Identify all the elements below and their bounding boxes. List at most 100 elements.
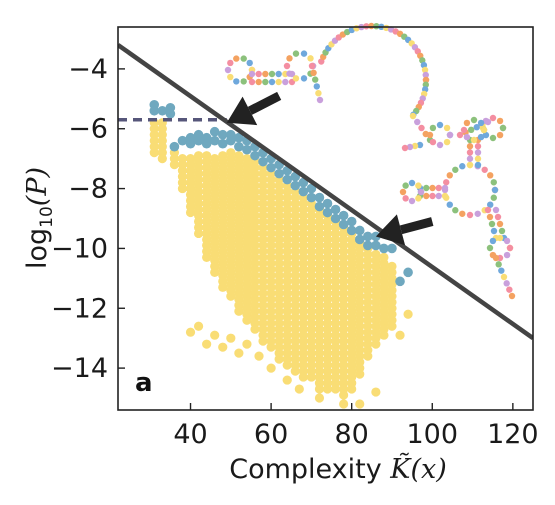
rna-right-bead bbox=[492, 206, 500, 214]
rna-right-bead bbox=[474, 210, 481, 217]
rna-top-bead bbox=[473, 124, 480, 131]
rna-top-bead bbox=[456, 131, 464, 139]
rna-top-bead bbox=[224, 66, 232, 74]
rna-top-bead bbox=[227, 73, 234, 81]
x-tick-label: 80 bbox=[335, 419, 369, 450]
rna-top-bead bbox=[401, 144, 409, 152]
max-point bbox=[322, 198, 333, 209]
max-point bbox=[290, 180, 301, 191]
rna-right-bead bbox=[487, 172, 494, 179]
max-point bbox=[363, 240, 373, 251]
rna-right-bead bbox=[441, 184, 449, 192]
max-point bbox=[371, 240, 381, 251]
bulk-point bbox=[282, 360, 292, 370]
arrow-shaft bbox=[247, 91, 282, 115]
y-axis-label-prefix: log bbox=[22, 228, 53, 269]
rna-right-bead bbox=[402, 182, 409, 189]
points-layer bbox=[149, 99, 413, 409]
bulk-point bbox=[314, 393, 325, 403]
max-point bbox=[177, 135, 188, 146]
bulk-point bbox=[306, 372, 316, 382]
max-point bbox=[169, 141, 180, 152]
rna-right-bead bbox=[496, 234, 504, 242]
y-axis-ticks: −4 −6 −8 −10 −12 −14 bbox=[51, 54, 125, 384]
bulk-point bbox=[185, 327, 196, 337]
rna-top-bead bbox=[268, 78, 276, 86]
bulk-point bbox=[234, 348, 244, 358]
rna-top-bead bbox=[312, 76, 319, 83]
rna-right-bead bbox=[495, 261, 502, 268]
rna-top-bead bbox=[268, 70, 276, 78]
rna-top-bead bbox=[409, 112, 417, 120]
rna-top-bead bbox=[418, 124, 425, 132]
max-point bbox=[306, 183, 317, 194]
rna-right-bead bbox=[452, 166, 459, 173]
y-axis-label-sub: 10 bbox=[37, 206, 57, 228]
rna-top-bead bbox=[421, 66, 429, 74]
max-point bbox=[226, 135, 236, 146]
arrows-layer bbox=[226, 91, 434, 246]
x-tick-label: 120 bbox=[487, 419, 539, 450]
rna-top-bead bbox=[300, 75, 308, 82]
rna-right-bead bbox=[463, 133, 471, 141]
rna-top-bead bbox=[416, 141, 424, 149]
y-tick-label: −14 bbox=[51, 353, 108, 384]
x-axis-label-symbol: K̃ bbox=[389, 452, 412, 485]
bulk-point bbox=[395, 330, 405, 340]
rna-top-bead bbox=[482, 117, 490, 125]
max-point bbox=[234, 132, 244, 143]
rna-right-bead bbox=[491, 186, 499, 194]
rna-top-bead bbox=[429, 138, 437, 146]
max-point bbox=[330, 204, 341, 215]
rna-top-bead bbox=[292, 50, 300, 57]
max-point bbox=[266, 162, 276, 173]
rna-right-bead bbox=[429, 192, 436, 200]
max-point bbox=[201, 138, 212, 149]
rna-right-bead bbox=[494, 213, 502, 221]
bulk-point bbox=[322, 384, 333, 394]
rna-right-bead bbox=[474, 149, 482, 156]
bulk-point bbox=[387, 321, 397, 331]
rna-right-bead bbox=[506, 244, 514, 252]
max-point bbox=[165, 108, 176, 119]
x-axis-ticks: 40 60 80 100 120 bbox=[173, 403, 539, 450]
rna-right-bead bbox=[508, 292, 516, 300]
rna-top-bead bbox=[429, 124, 437, 132]
max-point bbox=[258, 156, 268, 167]
rna-right-bead bbox=[466, 161, 474, 169]
insets-layer bbox=[224, 22, 516, 300]
rna-top-bead bbox=[420, 61, 428, 69]
rna-right-bead bbox=[417, 188, 425, 196]
y-axis-label-arg: (P) bbox=[22, 167, 53, 206]
rna-top-bead bbox=[489, 134, 497, 142]
upper-bound-line bbox=[118, 43, 533, 341]
x-tick-label: 40 bbox=[173, 419, 207, 450]
y-axis-label: log10(P) bbox=[22, 167, 57, 269]
rna-right-bead bbox=[429, 184, 436, 192]
rna-top-bead bbox=[468, 126, 475, 133]
rna-right-bead bbox=[446, 201, 453, 208]
rna-right-bead bbox=[503, 251, 511, 259]
rna-right-bead bbox=[435, 192, 442, 200]
max-point bbox=[209, 126, 220, 137]
x-axis-label-arg: (x) bbox=[410, 454, 446, 485]
max-point bbox=[234, 141, 244, 152]
y-tick-label: −10 bbox=[51, 233, 108, 264]
panel-label: a bbox=[135, 368, 153, 398]
rna-top-bead bbox=[443, 124, 451, 132]
rna-top-bead bbox=[499, 124, 507, 132]
bulk-point bbox=[330, 384, 341, 394]
rna-top-bead bbox=[310, 69, 317, 77]
rna-right-bead bbox=[399, 188, 407, 196]
rna-right-bead bbox=[477, 133, 485, 141]
rna-right-bead bbox=[480, 126, 488, 134]
bulk-point bbox=[274, 354, 284, 364]
rna-right-bead bbox=[486, 213, 494, 221]
bulk-point bbox=[355, 399, 365, 409]
bulk-point bbox=[290, 366, 300, 376]
bulk-point bbox=[226, 291, 236, 301]
rna-top-bead bbox=[315, 90, 322, 97]
y-tick-label: −12 bbox=[51, 293, 108, 324]
rna-top-bead bbox=[308, 62, 316, 70]
rna-top-bead bbox=[414, 118, 421, 126]
